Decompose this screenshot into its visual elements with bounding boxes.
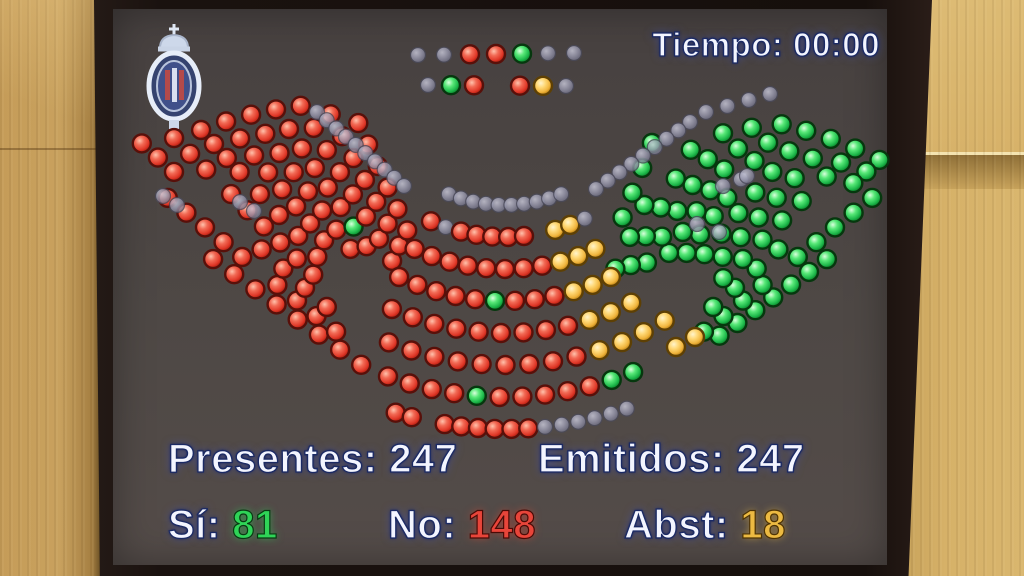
wood-highlight [0,0,100,150]
timer-text: Tiempo: 00:00 [640,25,881,64]
wood-seam [0,148,100,150]
si-label: Sí: [167,502,221,547]
no-label: No: [387,502,457,547]
abst-stat: Abst: 18 [623,502,786,548]
abst-value: 18 [740,502,786,547]
timer-value: 00:00 [792,25,880,63]
si-value: 81 [232,502,278,547]
si-stat: Sí: 81 [167,502,278,548]
presentes-label: Presentes: [167,436,378,481]
presentes-stat: Presentes: 247 [167,436,458,482]
senate-crest-icon [146,24,202,130]
emitidos-stat: Emitidos: 247 [537,436,805,482]
emitidos-value: 247 [736,436,805,481]
presentes-value: 247 [389,436,458,481]
abst-label: Abst: [623,502,729,547]
wood-highlight-line [893,152,1024,155]
wood-grain [0,0,100,576]
wood-panel-left [0,0,100,576]
emitidos-label: Emitidos: [537,436,725,481]
no-value: 148 [467,502,537,547]
timer-label: Tiempo: [652,25,784,63]
no-stat: No: 148 [387,502,537,548]
